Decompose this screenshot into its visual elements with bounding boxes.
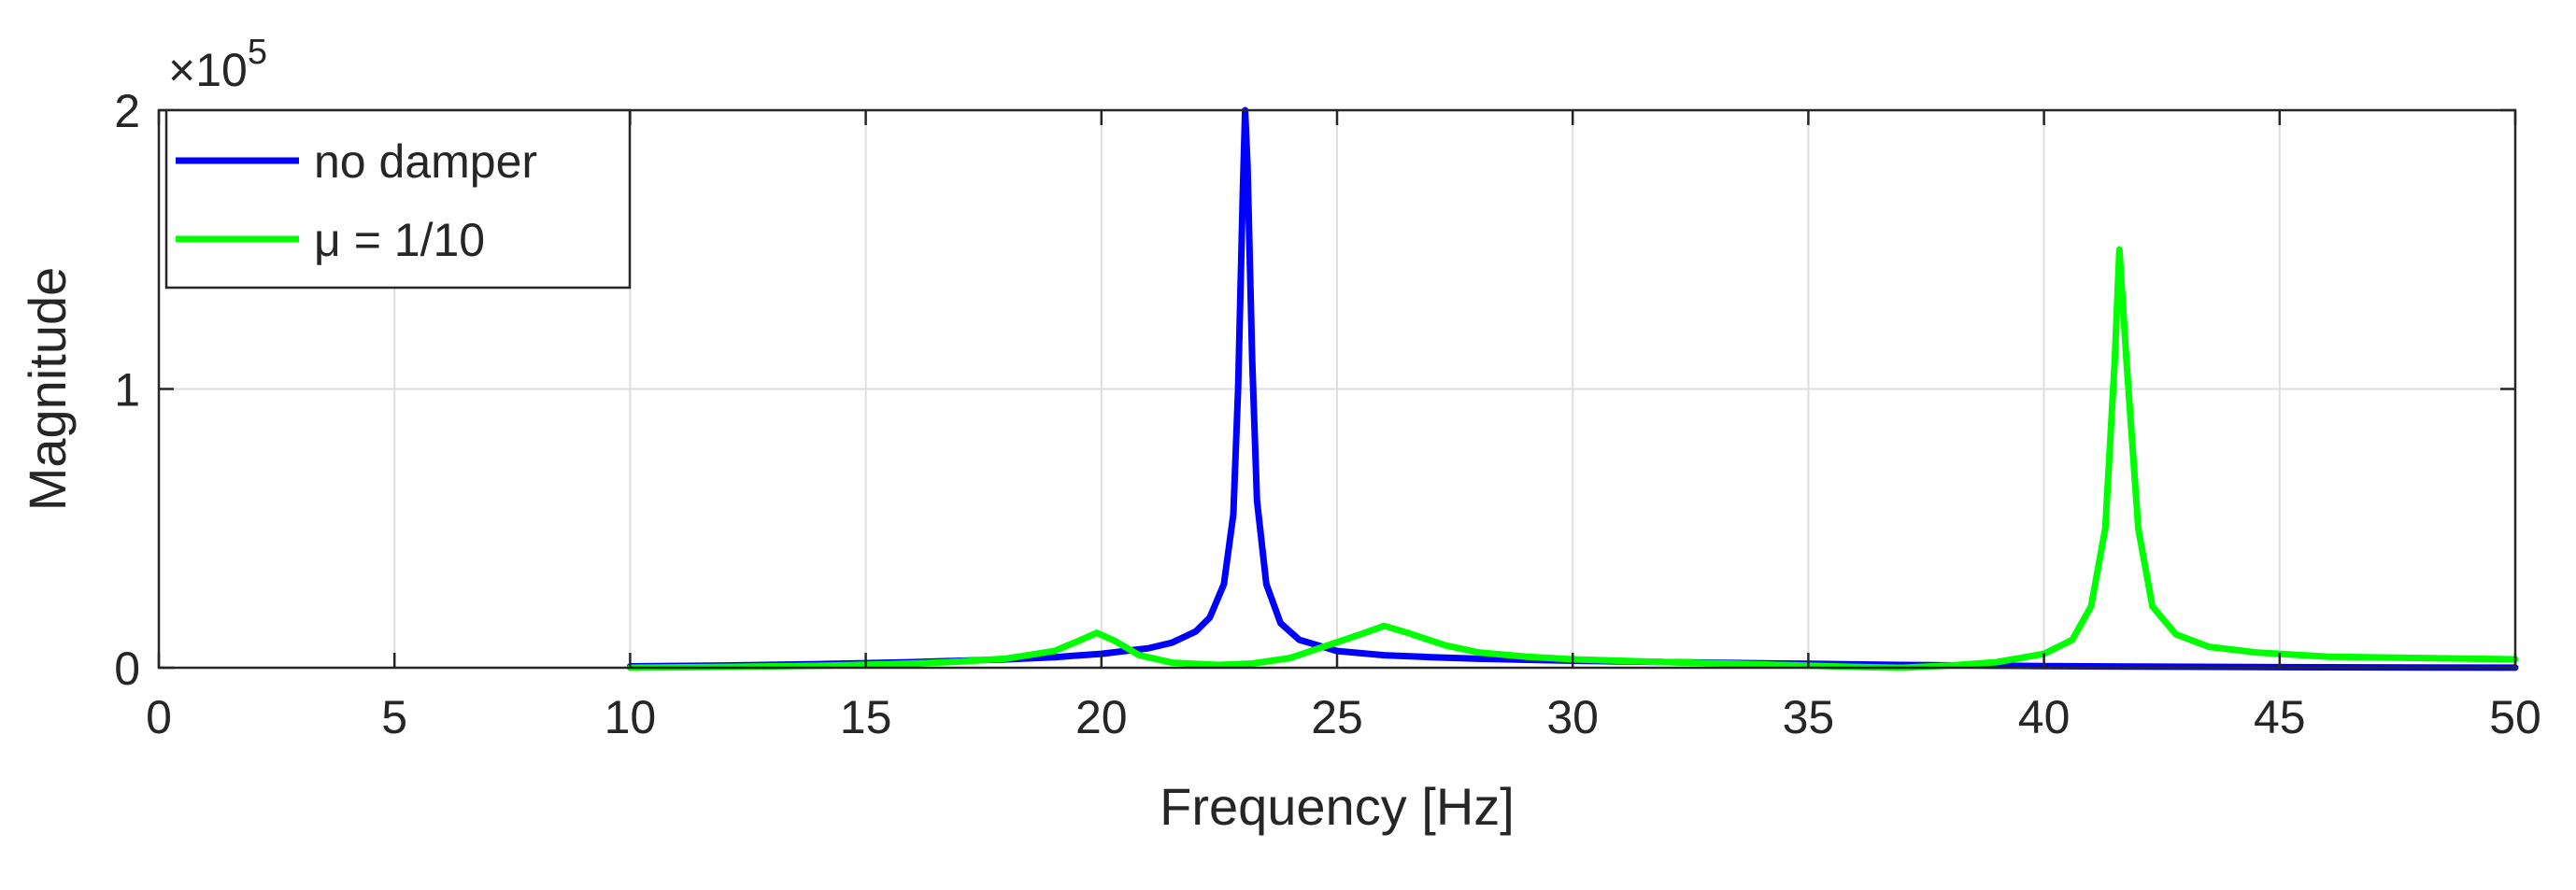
x-axis-title: Frequency [Hz] bbox=[1160, 777, 1515, 836]
x-tick-label: 40 bbox=[2018, 691, 2071, 743]
y-exponent-label: ×105 bbox=[168, 33, 267, 96]
legend-box bbox=[164, 108, 632, 290]
y-tick-label: 1 bbox=[114, 364, 140, 417]
x-tick-label: 25 bbox=[1311, 691, 1363, 743]
tick-labels: 0 5 10 15 20 25 30 35 40 45 50 0 1 2 bbox=[114, 85, 2541, 743]
legend-label-mu-1-10: μ = 1/10 bbox=[314, 214, 485, 266]
legend-label-no-damper: no damper bbox=[314, 135, 537, 188]
x-tick-label: 0 bbox=[146, 691, 172, 743]
series-line-mu-1-10 bbox=[626, 246, 2519, 671]
y-tick-label: 2 bbox=[114, 85, 140, 137]
legend: no damper μ = 1/10 bbox=[164, 108, 632, 290]
x-tick-label: 10 bbox=[605, 691, 657, 743]
x-tick-label: 15 bbox=[840, 691, 892, 743]
x-tick-label: 20 bbox=[1075, 691, 1128, 743]
x-tick-label: 45 bbox=[2254, 691, 2306, 743]
series-lines bbox=[626, 106, 2519, 671]
y-tick-label: 0 bbox=[114, 643, 140, 695]
x-tick-label: 5 bbox=[381, 691, 407, 743]
y-axis-title: Magnitude bbox=[18, 267, 77, 512]
x-tick-label: 50 bbox=[2489, 691, 2541, 743]
x-tick-label: 35 bbox=[1783, 691, 1835, 743]
x-tick-label: 30 bbox=[1546, 691, 1599, 743]
